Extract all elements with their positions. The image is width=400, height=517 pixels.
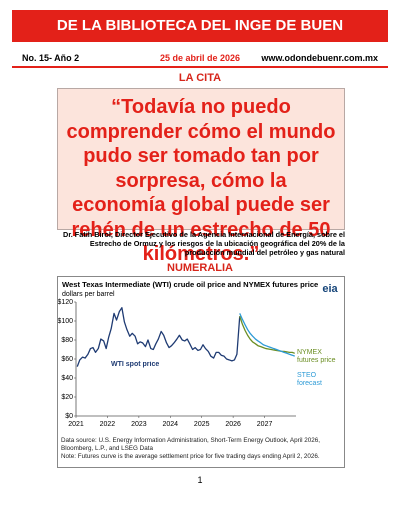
logo: eia [322,283,338,295]
date: 25 de abril de 2026 [159,53,241,63]
y-tick-label: $60 [61,356,73,363]
y-tick-label: $40 [61,375,73,382]
chart-subtitle: dollars per barrel [62,291,115,298]
website: www.odondebuenr.com.mx [261,53,378,63]
page-number: 1 [197,475,203,485]
quote: “Todavía no puedo comprender cómo el mun… [57,88,345,265]
y-tick-label: $0 [65,413,73,420]
y-tick-label: $80 [61,337,73,344]
legend-label: NYMEX futures price [297,349,336,364]
banner-title: DE LA BIBLIOTECA DEL INGE DE BUEN [12,10,388,42]
x-tick-label: 2023 [131,421,147,428]
x-tick-label: 2026 [225,421,241,428]
series-line [76,307,241,367]
chart-title: West Texas Intermediate (WTI) crude oil … [62,280,318,289]
x-tick-label: 2022 [100,421,116,428]
attribution: Dr. Fatih Birol, Director Ejecutivo de l… [63,230,345,257]
series-line [239,316,295,354]
y-tick-label: $100 [58,318,73,325]
x-tick-label: 2024 [162,421,178,428]
issue: No. 15- Año 2 [22,53,80,63]
divider [12,66,388,68]
chart: West Texas Intermediate (WTI) crude oil … [58,280,339,428]
note: Note: Futures curve is the average settl… [61,453,320,460]
section-heading: LA CITA [178,72,222,84]
legend-box: STEO forecast [297,372,322,387]
y-tick-label: $20 [61,394,73,401]
series-line [239,313,295,357]
legend-box: NYMEX futures price [297,349,336,364]
section-heading: NUMERALIA [167,262,233,274]
chart-panel: West Texas Intermediate (WTI) crude oil … [57,276,345,468]
source-note: Data source: U.S. Energy Information Adm… [61,437,320,452]
legend-label: WTI spot price [111,361,160,368]
legend-label: STEO forecast [297,372,322,387]
x-tick-label: 2021 [68,421,84,428]
y-tick-label: $120 [58,299,73,306]
x-tick-label: 2025 [194,421,210,428]
legend-box: WTI spot price [111,361,160,368]
x-tick-label: 2027 [257,421,273,428]
